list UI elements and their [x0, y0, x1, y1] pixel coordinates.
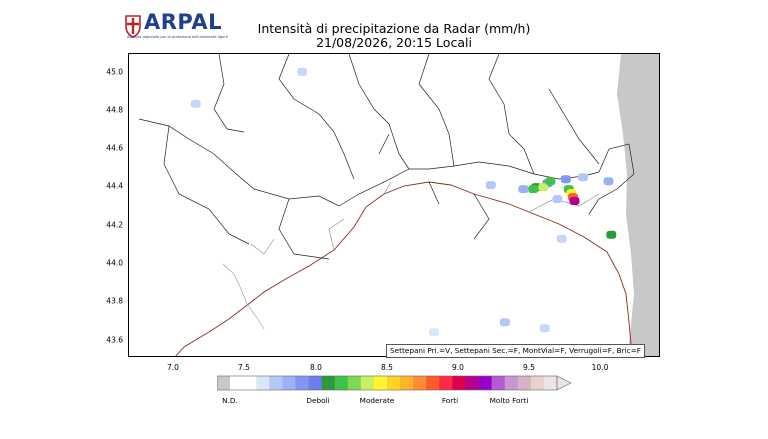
arpal-logo: ARPAL Agenzia regionale per la protezion…	[124, 10, 234, 44]
colorbar-cell	[426, 376, 440, 390]
y-tick-label: 44.2	[106, 220, 123, 230]
y-tick-label: 44.4	[106, 181, 123, 191]
logo-tagline: Agenzia regionale per la protezione dell…	[127, 35, 228, 39]
sea-coastline	[175, 181, 635, 356]
precipitation-cell	[528, 185, 539, 194]
precipitation-cell	[429, 328, 439, 337]
colorbar-cell	[243, 376, 257, 390]
region-borders	[138, 54, 635, 260]
precipitation-cell	[518, 185, 529, 194]
colorbar-cell	[360, 376, 375, 390]
logo-name: ARPAL	[144, 10, 223, 34]
ligurian-provinces	[250, 181, 600, 255]
colorbar-cell	[439, 376, 453, 390]
colorbar-label-molto-forti: Molto Forti	[489, 396, 529, 405]
colorbar-cell	[413, 376, 427, 390]
colorbar-cell	[491, 376, 505, 390]
map-canvas	[138, 54, 659, 356]
colorbar-label-nd: N.D.	[222, 396, 238, 405]
precipitation-cell	[190, 99, 201, 108]
y-tick-label: 44.8	[106, 105, 123, 115]
colorbar-cell	[282, 376, 296, 390]
y-tick-label: 44.6	[106, 143, 123, 153]
colorbar-cell	[543, 376, 558, 390]
precipitation-cell	[560, 175, 571, 184]
precipitation-cell	[569, 197, 580, 205]
colorbar-extend-arrow	[556, 375, 572, 391]
y-tick-label: 43.8	[106, 296, 123, 306]
precipitation-layer	[190, 67, 617, 337]
colorbar-cell	[504, 376, 519, 390]
precipitation-cell	[297, 67, 308, 76]
colorbar-cell	[308, 376, 322, 390]
colorbar	[217, 375, 572, 391]
precipitation-cell	[538, 183, 549, 192]
precipitation-cell	[603, 177, 614, 186]
colorbar-cell	[400, 376, 414, 390]
colorbar-cell	[517, 376, 532, 390]
colorbar-label-deboli: Deboli	[306, 396, 330, 405]
colorbar-cell	[465, 376, 479, 390]
y-tick-label: 45.0	[106, 67, 123, 77]
x-tick-label: 10.0	[591, 363, 609, 372]
colorbar-cell	[373, 376, 388, 390]
west-border	[222, 263, 265, 330]
colorbar-cell	[530, 376, 545, 390]
colorbar-cell	[256, 376, 270, 390]
precipitation-cell	[499, 318, 510, 327]
chart-title: Intensità di precipitazione da Radar (mm…	[257, 21, 531, 36]
colorbar-cell	[452, 376, 466, 390]
colorbar-cell	[230, 376, 244, 390]
colorbar-cell	[347, 376, 362, 390]
x-tick-label: 8.5	[381, 363, 393, 372]
colorbar-cell	[269, 376, 283, 390]
colorbar-cell	[387, 376, 401, 390]
colorbar-label-forti: Forti	[441, 396, 459, 405]
x-tick-label: 7.5	[238, 363, 250, 372]
chart-timestamp: 21/08/2026, 20:15 Locali	[316, 35, 472, 50]
colorbar-cell	[217, 376, 231, 390]
x-tick-label: 8.0	[310, 363, 322, 372]
precipitation-cell	[485, 181, 496, 190]
precipitation-cell	[578, 173, 588, 182]
x-tick-label: 9.5	[523, 363, 535, 372]
precipitation-cell	[545, 177, 556, 186]
colorbar-cell	[334, 376, 349, 390]
precipitation-cell	[606, 230, 617, 239]
colorbar-cell	[321, 376, 335, 390]
y-tick-label: 43.6	[106, 335, 123, 345]
colorbar-cell	[295, 376, 309, 390]
y-tick-label: 44.0	[106, 258, 123, 268]
radar-status-box: Settepani Pri.=V, Settepani Sec.=F, Mont…	[386, 344, 646, 358]
x-tick-label: 7.0	[167, 363, 179, 372]
precipitation-cell	[552, 195, 563, 203]
colorbar-cell	[478, 376, 492, 390]
radar-map	[128, 53, 660, 357]
no-data-area	[617, 54, 659, 356]
precipitation-cell	[539, 324, 550, 333]
x-tick-label: 9.0	[452, 363, 464, 372]
arpal-emblem-icon	[125, 15, 141, 38]
colorbar-label-moderate: Moderate	[359, 396, 395, 405]
precipitation-cell	[556, 234, 567, 243]
